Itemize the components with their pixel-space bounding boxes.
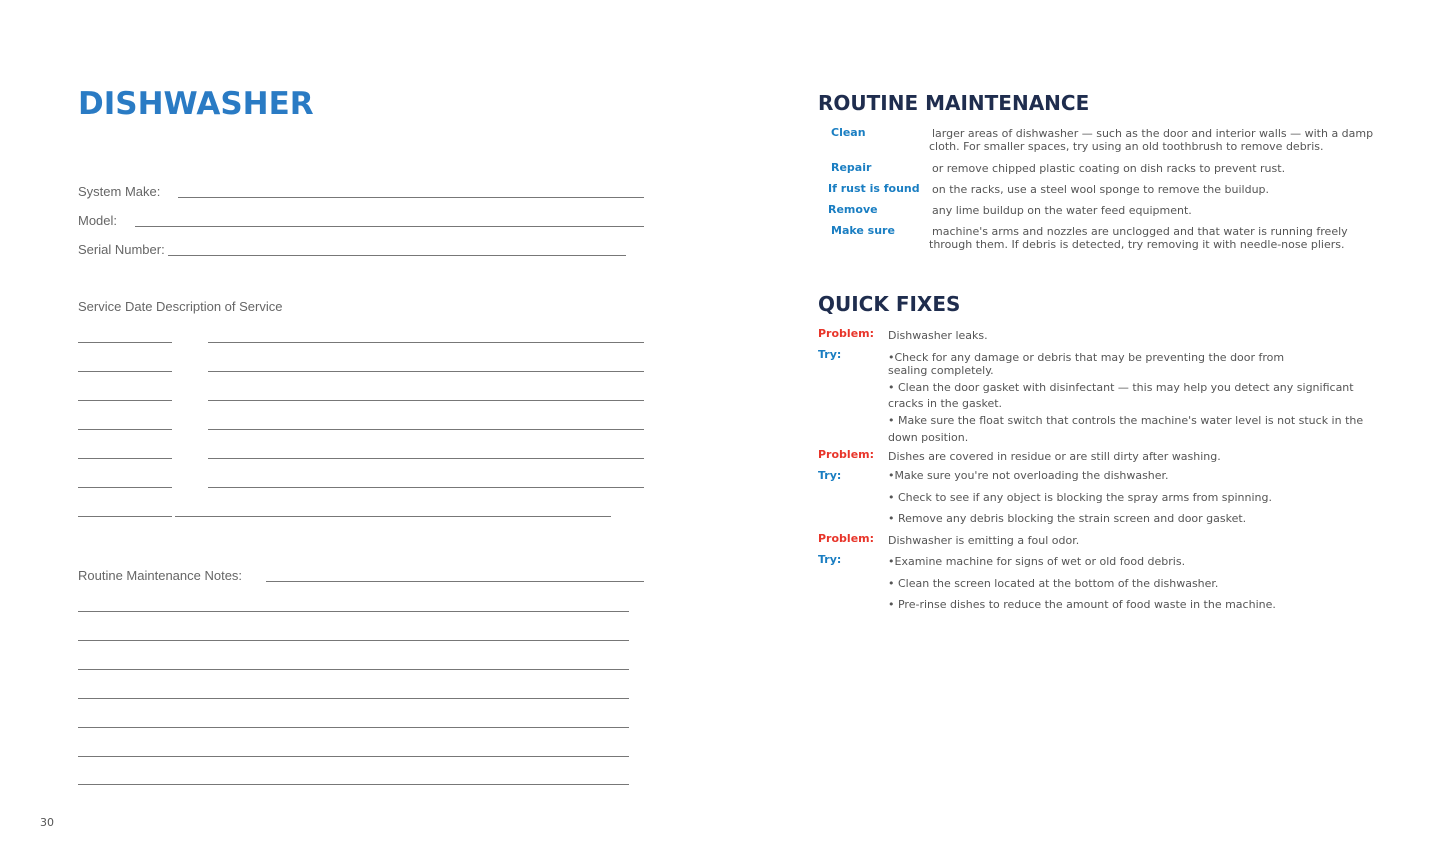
service-description-field[interactable] — [208, 429, 644, 430]
system-make-label: System Make: — [78, 184, 161, 199]
service-date-field[interactable] — [78, 458, 172, 459]
problem-label: Problem: — [818, 327, 875, 340]
routine-text: cloth. For smaller spaces, try using an … — [929, 140, 1324, 153]
try-text: • Pre-rinse dishes to reduce the amount … — [888, 598, 1276, 611]
routine-text: or remove chipped plastic coating on dis… — [932, 162, 1286, 175]
notes-line[interactable] — [78, 784, 629, 785]
try-text: • Check to see if any object is blocking… — [888, 491, 1272, 504]
service-description-field[interactable] — [208, 400, 644, 401]
serial-number-field[interactable] — [168, 255, 626, 256]
try-text: •Examine machine for signs of wet or old… — [888, 555, 1186, 568]
problem-label: Problem: — [818, 448, 875, 461]
service-header: Service Date Description of Service — [78, 299, 283, 314]
problem-text: Dishes are covered in residue or are sti… — [888, 450, 1221, 463]
try-text: down position. — [888, 431, 969, 444]
try-text: sealing completely. — [888, 364, 994, 377]
try-label: Try: — [818, 348, 842, 361]
problem-label: Problem: — [818, 532, 875, 545]
quick-fixes-heading: QUICK FIXES — [818, 292, 961, 316]
service-description-field[interactable] — [208, 371, 644, 372]
service-date-field[interactable] — [78, 342, 172, 343]
routine-key: Remove — [828, 203, 878, 216]
routine-text: machine's arms and nozzles are unclogged… — [932, 225, 1348, 238]
routine-text: on the racks, use a steel wool sponge to… — [932, 183, 1270, 196]
try-label: Try: — [818, 469, 842, 482]
service-description-field[interactable] — [175, 516, 611, 517]
notes-line[interactable] — [78, 756, 629, 757]
try-text: • Clean the screen located at the bottom… — [888, 577, 1219, 590]
service-description-field[interactable] — [208, 487, 644, 488]
notes-line[interactable] — [78, 727, 629, 728]
try-text: •Make sure you're not overloading the di… — [888, 469, 1169, 482]
problem-text: Dishwasher leaks. — [888, 329, 988, 342]
page-number: 30 — [40, 816, 54, 829]
service-date-field[interactable] — [78, 371, 172, 372]
service-description-field[interactable] — [208, 458, 644, 459]
routine-heading: ROUTINE MAINTENANCE — [818, 91, 1090, 115]
service-date-field[interactable] — [78, 400, 172, 401]
problem-text: Dishwasher is emitting a foul odor. — [888, 534, 1080, 547]
service-date-field[interactable] — [78, 487, 172, 488]
routine-key: If rust is found — [828, 182, 920, 195]
routine-text: through them. If debris is detected, try… — [929, 238, 1345, 251]
model-label: Model: — [78, 213, 118, 228]
routine-key: Clean — [831, 126, 866, 139]
service-date-field[interactable] — [78, 429, 172, 430]
notes-line[interactable] — [78, 698, 629, 699]
try-label: Try: — [818, 553, 842, 566]
system-make-field[interactable] — [178, 197, 644, 198]
notes-line[interactable] — [78, 611, 629, 612]
try-text: • Make sure the float switch that contro… — [888, 414, 1364, 427]
notes-line[interactable] — [78, 669, 629, 670]
routine-text: any lime buildup on the water feed equip… — [932, 204, 1192, 217]
notes-line[interactable] — [78, 640, 629, 641]
service-description-field[interactable] — [208, 342, 644, 343]
routine-text: larger areas of dishwasher — such as the… — [932, 127, 1374, 140]
try-text: •Check for any damage or debris that may… — [888, 351, 1285, 364]
routine-key: Repair — [831, 161, 872, 174]
serial-number-label: Serial Number: — [78, 242, 165, 257]
routine-notes-label: Routine Maintenance Notes: — [78, 568, 243, 583]
service-date-field[interactable] — [78, 516, 172, 517]
page-title: DISHWASHER — [78, 86, 314, 122]
try-text: • Clean the door gasket with disinfectan… — [888, 381, 1354, 394]
try-text: • Remove any debris blocking the strain … — [888, 512, 1247, 525]
try-text: cracks in the gasket. — [888, 397, 1003, 410]
routine-notes-field[interactable] — [266, 581, 644, 582]
routine-key: Make sure — [831, 224, 895, 237]
model-field[interactable] — [135, 226, 644, 227]
